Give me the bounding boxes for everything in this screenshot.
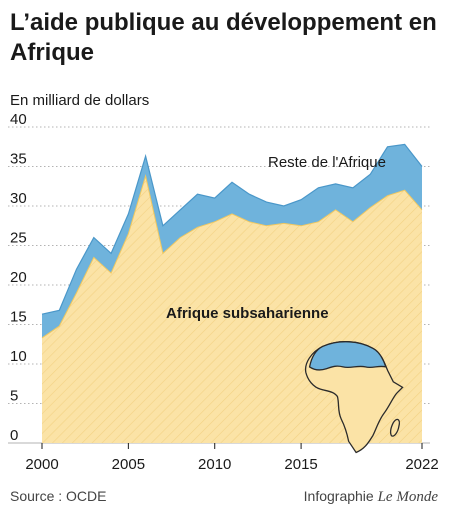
africa-map-north [308,341,387,371]
madagascar-map [390,418,400,437]
y-tick-label: 25 [10,230,27,247]
y-tick-label: 20 [10,269,27,286]
x-tick-label: 2015 [284,456,317,473]
x-tick-label: 2005 [112,456,145,473]
x-tick-label: 2022 [405,456,438,473]
x-tick-label: 2000 [25,456,58,473]
labels: Reste de l'Afrique Afrique subsaharienne [166,154,386,322]
series-label-afrique-subsaharienne: Afrique subsaharienne [166,305,329,322]
x-tick-label: 2010 [198,456,231,473]
line-afrique-subsaharienne [41,174,423,339]
y-tick-label: 35 [10,151,27,168]
y-tick-label: 0 [10,427,18,444]
credit-prefix: Infographie [303,488,378,504]
series-label-reste-afrique: Reste de l'Afrique [268,154,386,171]
y-tick-label: 40 [10,111,27,128]
y-tick-label: 15 [10,309,27,326]
line-total [41,143,423,315]
credit-brand: Le Monde [377,489,438,505]
axes: 0 5 10 15 20 25 30 35 40 2000 2005 2010 2015 2022 [10,111,439,473]
infographic-credit: Infographie Le Monde [304,488,438,506]
y-axis-unit-label: En milliard de dollars [10,92,150,109]
y-tick-label: 5 [10,388,18,405]
source-note: Source : OCDE [10,488,107,504]
chart-title: L’aide publique au développement en Afri… [10,9,437,66]
y-tick-label: 10 [10,348,27,365]
africa-map [304,341,404,454]
y-tick-label: 30 [10,190,27,207]
